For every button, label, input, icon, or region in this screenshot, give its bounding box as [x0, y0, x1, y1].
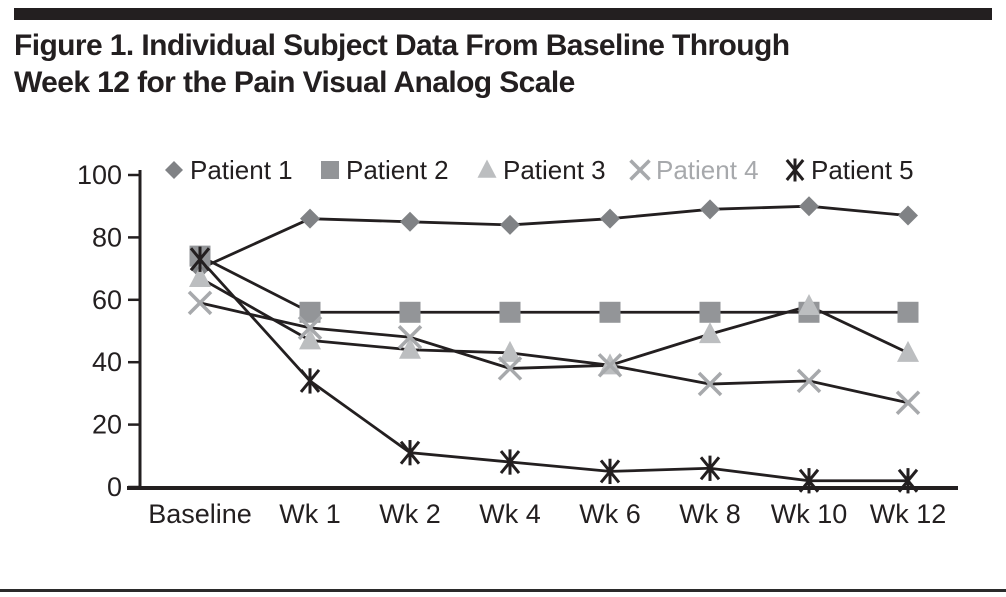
- series-line-patient-4: [199, 301, 909, 405]
- asterisk-marker: [499, 449, 521, 475]
- square-marker: [897, 301, 919, 323]
- y-tick-label: 20: [92, 410, 122, 440]
- diamond-marker: [600, 208, 620, 229]
- y-tick-label: 0: [107, 472, 122, 502]
- triangle-marker: [897, 340, 919, 362]
- x-marker: [697, 371, 723, 397]
- asterisk-marker: [299, 368, 321, 394]
- series-markers-patient-4: [187, 290, 921, 415]
- x-marker: [597, 353, 623, 378]
- y-axis: 0 20 40 60 80 100: [77, 160, 142, 502]
- x-tick-label: Wk 8: [679, 499, 741, 529]
- x-marker: [895, 390, 921, 415]
- x-tick-label: Wk 12: [870, 499, 947, 529]
- series-line-patient-5: [198, 258, 908, 483]
- x-marker: [796, 368, 822, 394]
- diamond-marker: [799, 196, 819, 217]
- triangle-marker: [399, 337, 421, 359]
- asterisk-icon: [785, 158, 805, 182]
- triangle-icon: [477, 159, 497, 178]
- figure-title-line-1: Figure 1. Individual Subject Data From B…: [14, 29, 790, 62]
- triangle-marker: [299, 328, 321, 350]
- x-icon: [629, 159, 651, 181]
- legend-item-patient-1: Patient 1: [165, 155, 293, 185]
- x-tick-label: Wk 4: [479, 499, 541, 529]
- series-markers-patient-5: [189, 246, 919, 494]
- asterisk-marker: [189, 246, 211, 272]
- x-marker: [397, 325, 423, 350]
- diamond-icon: [165, 161, 183, 179]
- legend-item-patient-5: Patient 5: [785, 155, 914, 185]
- asterisk-marker: [599, 458, 621, 485]
- triangle-marker: [699, 322, 721, 344]
- figure-title-line-2: Week 12 for the Pain Visual Analog Scale: [14, 66, 575, 99]
- asterisk-marker: [399, 440, 421, 466]
- x-tick-label: Wk 10: [771, 499, 848, 529]
- legend-label: Patient 3: [503, 155, 606, 185]
- legend-item-patient-4: Patient 4: [629, 155, 759, 185]
- series-line-patient-1: [199, 204, 909, 270]
- legend-label: Patient 2: [346, 155, 449, 185]
- bottom-rule: [0, 589, 1006, 592]
- y-tick-label: 100: [77, 160, 122, 190]
- asterisk-marker: [798, 468, 820, 494]
- series-line-patient-2: [199, 254, 908, 314]
- x-tick-label: Wk 1: [279, 499, 341, 529]
- asterisk-marker: [897, 468, 919, 494]
- y-tick-label: 60: [92, 285, 122, 315]
- diamond-marker: [898, 205, 918, 226]
- legend-label: Patient 5: [811, 155, 914, 185]
- series-line-patient-3: [199, 276, 909, 367]
- square-marker: [499, 301, 521, 323]
- diamond-marker: [400, 211, 420, 232]
- legend-label: Patient 1: [190, 155, 293, 185]
- square-marker: [599, 301, 621, 323]
- legend-label: Patient 4: [656, 155, 759, 185]
- triangle-marker: [798, 294, 820, 316]
- triangle-marker: [499, 340, 521, 362]
- diamond-marker: [500, 214, 520, 235]
- asterisk-marker: [699, 455, 721, 481]
- square-marker: [399, 301, 421, 323]
- diamond-marker: [300, 208, 320, 229]
- x-marker: [497, 356, 523, 381]
- y-tick-label: 40: [92, 347, 122, 377]
- x-tick-label: Wk 2: [379, 499, 441, 529]
- top-rule: [14, 8, 992, 20]
- legend: Patient 1 Patient 2 Patient 3 Patient 4 Pati…: [165, 155, 914, 185]
- figure-title: Figure 1. Individual Subject Data From B…: [14, 27, 974, 101]
- x-tick-label: Wk 6: [579, 499, 641, 529]
- square-marker: [299, 301, 321, 323]
- x-marker: [297, 315, 323, 341]
- legend-item-patient-2: Patient 2: [321, 155, 449, 185]
- x-marker: [187, 290, 213, 316]
- x-axis: Baseline Wk 1 Wk 2 Wk 4 Wk 6 Wk 8 Wk 10 Wk 12: [127, 486, 958, 529]
- x-tick-label: Baseline: [148, 499, 252, 529]
- series-markers-patient-1: [190, 196, 918, 279]
- square-icon: [321, 161, 339, 179]
- diamond-marker: [700, 199, 720, 220]
- legend-item-patient-3: Patient 3: [477, 155, 606, 185]
- triangle-marker: [189, 265, 211, 287]
- y-tick-label: 80: [92, 222, 122, 252]
- square-marker: [699, 301, 721, 323]
